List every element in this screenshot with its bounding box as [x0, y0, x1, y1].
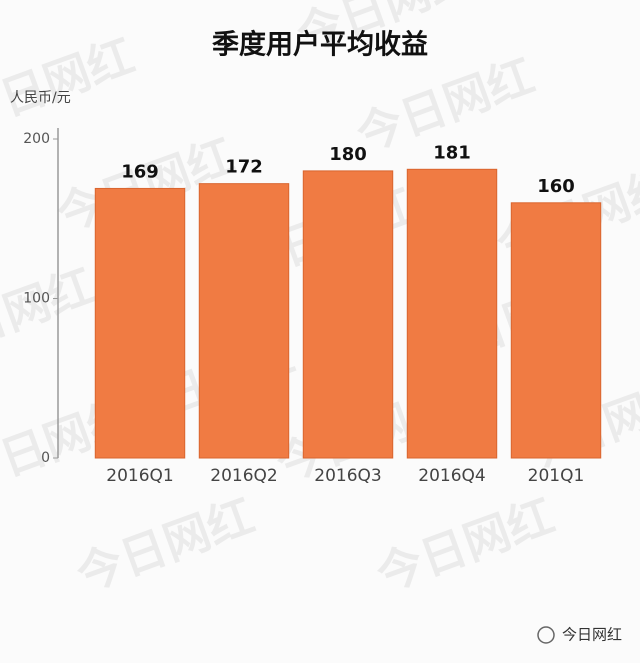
y-tick-label: 200	[23, 131, 50, 147]
data-label: 180	[329, 144, 367, 165]
footer-icon	[537, 626, 555, 644]
y-axis-label: 人民币/元	[10, 90, 71, 106]
y-tick-label: 100	[23, 291, 50, 307]
data-label: 169	[121, 161, 159, 182]
bar	[94, 187, 186, 459]
x-tick-label: 2016Q2	[210, 466, 277, 486]
bar	[406, 168, 498, 459]
x-tick-label: 2016Q1	[106, 466, 173, 486]
data-label: 160	[537, 176, 575, 197]
data-label: 181	[433, 142, 471, 163]
bar	[198, 183, 290, 459]
x-tick-label: 2016Q4	[418, 466, 485, 486]
data-label: 172	[225, 157, 263, 178]
footer-text: 今日网红	[562, 626, 622, 644]
bar	[510, 202, 602, 459]
x-tick-label: 201Q1	[528, 466, 585, 486]
chart-title: 季度用户平均收益	[212, 29, 428, 61]
bar	[302, 170, 394, 459]
x-tick-label: 2016Q3	[314, 466, 381, 486]
y-tick-label: 0	[41, 450, 50, 466]
